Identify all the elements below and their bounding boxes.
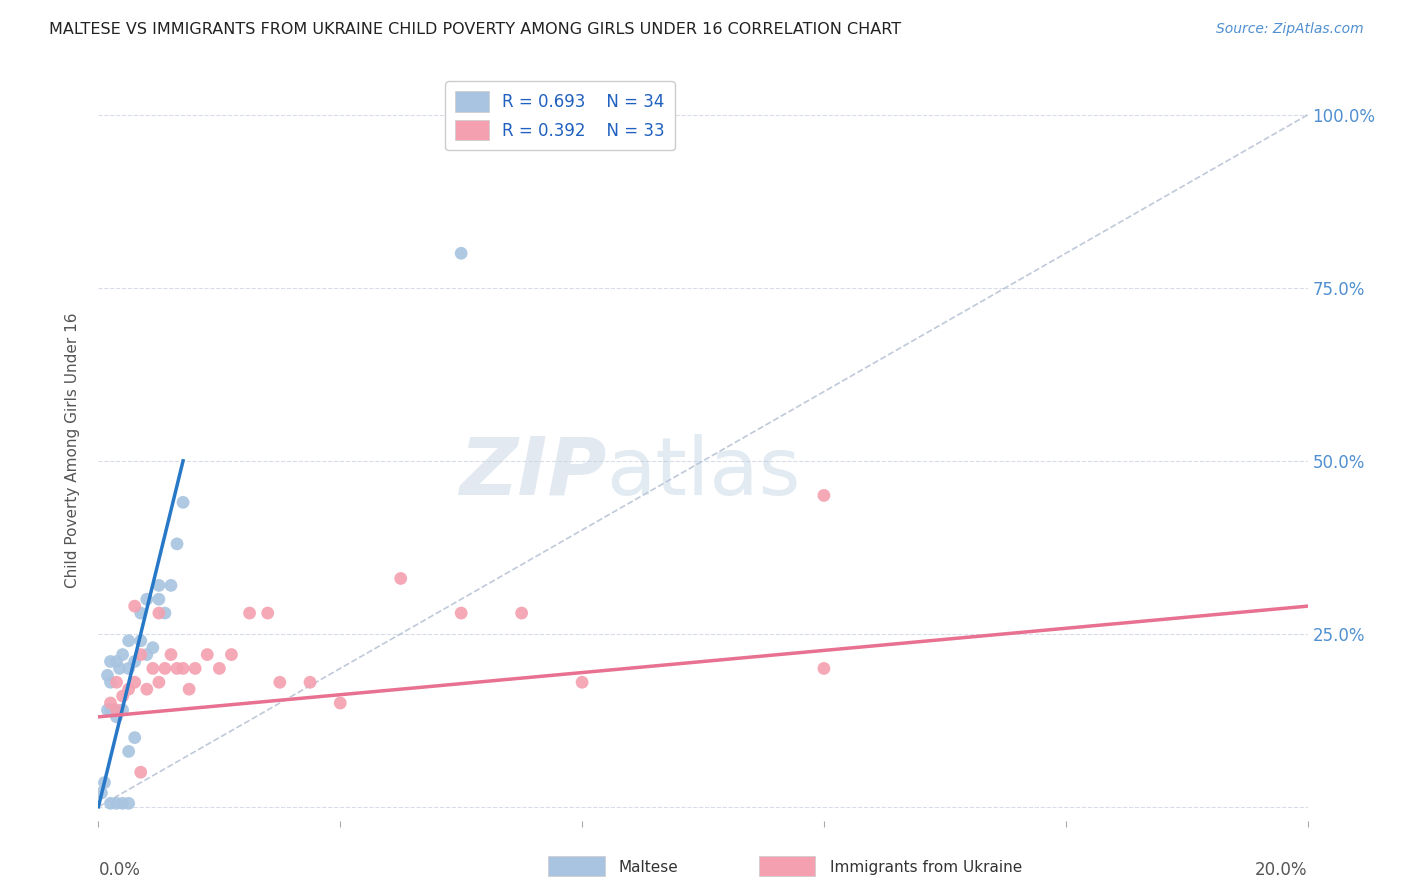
Legend: R = 0.693    N = 34, R = 0.392    N = 33: R = 0.693 N = 34, R = 0.392 N = 33 bbox=[446, 81, 675, 150]
Point bbox=[172, 495, 194, 509]
Point bbox=[239, 606, 262, 620]
Point bbox=[129, 765, 152, 780]
Point bbox=[195, 648, 218, 662]
Point bbox=[111, 703, 134, 717]
Point bbox=[450, 246, 472, 260]
Point bbox=[389, 572, 412, 586]
Point bbox=[93, 775, 115, 789]
Point bbox=[208, 661, 231, 675]
Point bbox=[153, 606, 176, 620]
Point bbox=[105, 675, 128, 690]
Point bbox=[135, 682, 157, 697]
Point bbox=[124, 655, 146, 669]
Point bbox=[135, 648, 157, 662]
Point bbox=[148, 675, 170, 690]
Point bbox=[108, 661, 131, 675]
Point bbox=[124, 675, 146, 690]
Point bbox=[172, 661, 194, 675]
Point bbox=[105, 710, 128, 724]
Point bbox=[160, 578, 183, 592]
Point bbox=[100, 703, 122, 717]
Point bbox=[510, 606, 533, 620]
Point bbox=[118, 661, 141, 675]
Point bbox=[166, 661, 188, 675]
Point bbox=[100, 675, 122, 690]
Point bbox=[571, 675, 593, 690]
Point bbox=[269, 675, 291, 690]
Point bbox=[148, 606, 170, 620]
Point bbox=[118, 797, 141, 811]
Point bbox=[160, 648, 183, 662]
Point bbox=[118, 633, 141, 648]
Text: 0.0%: 0.0% bbox=[98, 862, 141, 880]
Point bbox=[148, 592, 170, 607]
Point bbox=[153, 661, 176, 675]
Point bbox=[135, 592, 157, 607]
Point bbox=[142, 661, 165, 675]
Text: MALTESE VS IMMIGRANTS FROM UKRAINE CHILD POVERTY AMONG GIRLS UNDER 16 CORRELATIO: MALTESE VS IMMIGRANTS FROM UKRAINE CHILD… bbox=[49, 22, 901, 37]
Point bbox=[105, 797, 128, 811]
Y-axis label: Child Poverty Among Girls Under 16: Child Poverty Among Girls Under 16 bbox=[65, 313, 80, 588]
Text: Source: ZipAtlas.com: Source: ZipAtlas.com bbox=[1216, 22, 1364, 37]
Point bbox=[105, 655, 128, 669]
Text: Maltese: Maltese bbox=[619, 861, 678, 875]
Point bbox=[166, 537, 188, 551]
Point bbox=[100, 797, 122, 811]
Point bbox=[329, 696, 352, 710]
Point bbox=[142, 640, 165, 655]
Point bbox=[111, 797, 134, 811]
Point bbox=[179, 682, 201, 697]
Point bbox=[90, 786, 112, 800]
Text: ZIP: ZIP bbox=[458, 434, 606, 512]
Point bbox=[111, 648, 134, 662]
Point bbox=[96, 703, 118, 717]
Text: atlas: atlas bbox=[606, 434, 800, 512]
Point bbox=[129, 633, 152, 648]
Point bbox=[184, 661, 207, 675]
Point bbox=[103, 703, 125, 717]
Point bbox=[450, 606, 472, 620]
Point bbox=[813, 661, 835, 675]
Point bbox=[100, 696, 122, 710]
Point bbox=[105, 703, 128, 717]
Point bbox=[221, 648, 243, 662]
Point bbox=[124, 731, 146, 745]
Text: 20.0%: 20.0% bbox=[1256, 862, 1308, 880]
Point bbox=[299, 675, 322, 690]
Point bbox=[118, 682, 141, 697]
Point bbox=[124, 599, 146, 614]
Point bbox=[100, 655, 122, 669]
Point bbox=[129, 648, 152, 662]
Point bbox=[256, 606, 278, 620]
Point bbox=[96, 668, 118, 682]
Point bbox=[118, 744, 141, 758]
Point bbox=[813, 488, 835, 502]
Text: Immigrants from Ukraine: Immigrants from Ukraine bbox=[830, 861, 1022, 875]
Point bbox=[148, 578, 170, 592]
Point bbox=[129, 606, 152, 620]
Point bbox=[111, 689, 134, 703]
